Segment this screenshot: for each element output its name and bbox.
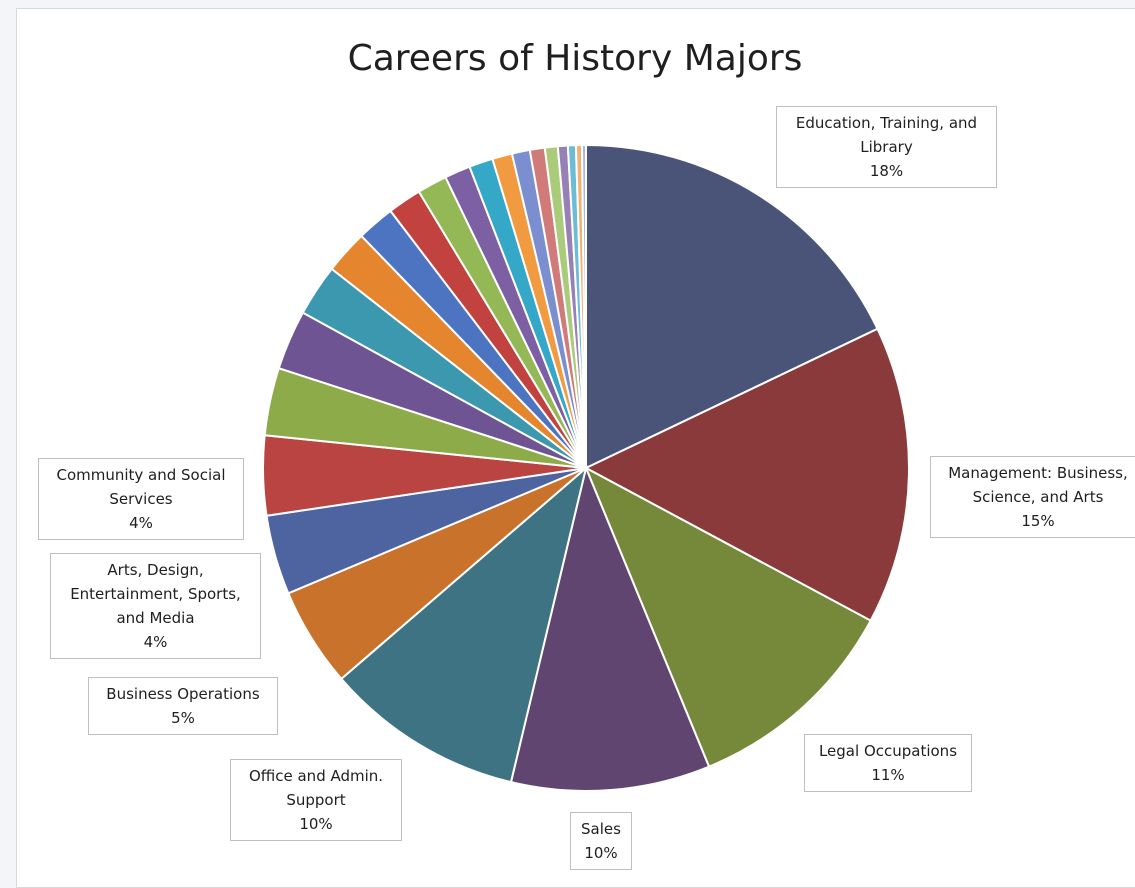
label-line: Education, Training, and [795, 114, 978, 132]
label-line: Arts, Design, [107, 561, 204, 579]
label-value: 4% [129, 514, 153, 532]
label-value: 10% [299, 815, 333, 833]
label-line: Support [286, 791, 346, 809]
slice-label-sales: Sales 10% [570, 812, 632, 870]
label-value: 5% [171, 709, 195, 727]
label-value: 18% [869, 162, 904, 180]
label-line: Business Operations [106, 685, 260, 703]
slice-label-office: Office and Admin. Support 10% [230, 759, 402, 841]
label-line: Library [860, 138, 913, 156]
pie-chart [262, 143, 911, 792]
pie-slice-1 [583, 327, 911, 623]
label-line: Management: Business, [948, 464, 1128, 482]
pie-slice-2 [584, 465, 872, 768]
label-line: Sales [581, 820, 621, 838]
slice-label-legal: Legal Occupations 11% [804, 734, 972, 792]
slice-label-education: Education, Training, and Library 18% [776, 106, 997, 188]
label-value: 4% [143, 633, 168, 651]
pie-slice-0 [585, 143, 879, 470]
label-line: Science, and Arts [972, 488, 1104, 506]
slice-label-management: Management: Business, Science, and Arts … [930, 456, 1135, 538]
label-line: and Media [116, 609, 195, 627]
label-line: Community and Social [56, 466, 226, 484]
pie-slice-4 [339, 465, 588, 784]
pie-slice-3 [509, 464, 711, 792]
label-value: 15% [1021, 512, 1055, 530]
label-line: Services [109, 490, 173, 508]
chart-title: Careers of History Majors [347, 38, 803, 79]
slice-label-business-operations: Business Operations 5% [88, 677, 278, 735]
pie-slice-24 [580, 143, 587, 469]
slice-label-community: Community and Social Services 4% [38, 458, 244, 540]
label-line: Entertainment, Sports, [70, 585, 241, 603]
label-line: Office and Admin. [248, 767, 384, 785]
label-line: Legal Occupations [818, 742, 958, 760]
slice-label-arts: Arts, Design, Entertainment, Sports, and… [50, 553, 261, 659]
label-value: 10% [584, 844, 618, 862]
label-value: 11% [871, 766, 905, 784]
